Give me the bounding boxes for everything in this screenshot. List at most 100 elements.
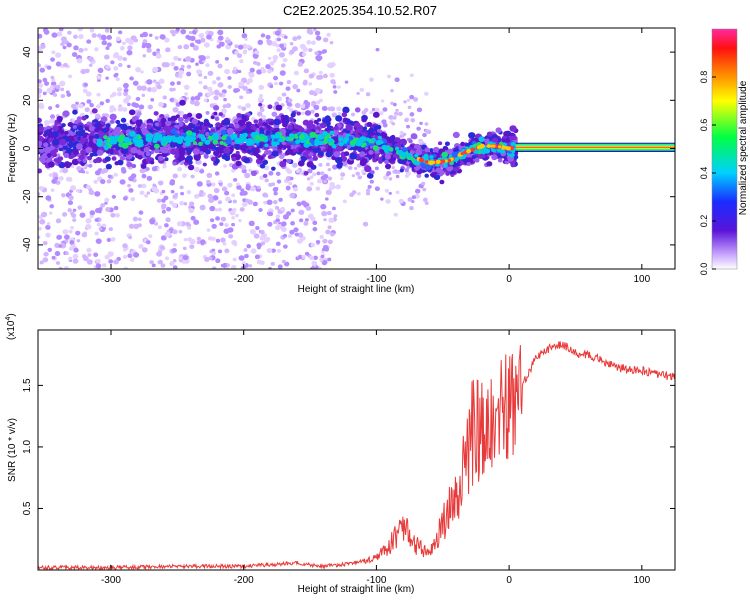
snr-x-tick-label: 0 — [506, 575, 512, 586]
spectrogram-noise-point — [241, 201, 248, 207]
spectrogram-noise-point — [129, 76, 134, 81]
spectrogram-noise-point — [85, 223, 92, 230]
spectrogram-y-tick-label: 40 — [22, 46, 33, 58]
spectrogram-noise-point — [365, 188, 371, 193]
spectrogram-noise-point — [248, 168, 253, 173]
spectrogram-noise-point — [211, 223, 217, 229]
spectrogram-noise-point — [326, 32, 331, 37]
spectrogram-noise-point — [38, 103, 45, 110]
spectrogram-band-point — [362, 131, 368, 137]
spectrogram-noise-point — [122, 254, 128, 259]
spectrogram-ridge-point — [103, 144, 109, 150]
spectrogram-noise-point — [325, 162, 330, 167]
spectrogram-noise-point — [275, 214, 281, 219]
spectrogram-noise-point — [392, 102, 397, 107]
spectrogram-noise-point — [199, 190, 204, 194]
spectrogram-noise-point — [88, 56, 94, 62]
spectrogram-noise-point — [86, 99, 92, 104]
spectrogram-noise-point — [216, 44, 222, 49]
spectrogram-band-point — [298, 147, 304, 153]
spectrogram-noise-point — [100, 203, 106, 208]
spectrogram-noise-point — [160, 263, 166, 268]
spectrogram-band-point — [362, 126, 368, 131]
spectrogram-noise-point — [169, 97, 175, 102]
spectrogram-band-point — [384, 163, 392, 170]
spectrogram-noise-point — [88, 159, 93, 164]
spectrogram-band-point — [114, 161, 120, 166]
spectrogram-band-point — [234, 143, 241, 150]
spectrogram-band-point — [304, 110, 312, 116]
spectrogram-band-point — [429, 148, 434, 153]
spectrogram-noise-point — [122, 196, 128, 201]
spectrogram-band-point — [128, 109, 136, 116]
spectrogram-noise-point — [178, 74, 183, 79]
spectrogram-band-point — [140, 163, 147, 169]
spectrogram-band-point — [286, 145, 291, 150]
spectrogram-noise-point — [126, 50, 133, 56]
spectrogram-noise-point — [318, 70, 323, 75]
spectrogram-noise-point — [94, 231, 99, 236]
spectrogram-noise-point — [96, 222, 101, 227]
spectrogram-noise-point — [187, 226, 192, 230]
spectrogram-noise-point — [252, 60, 258, 65]
spectrogram-ridge-point — [200, 136, 207, 142]
snr-x-tick-label: 100 — [633, 575, 650, 586]
spectrogram-noise-point — [238, 81, 245, 87]
spectrogram-noise-point — [392, 116, 397, 120]
spectrogram-band-point — [424, 147, 431, 153]
spectrogram-noise-point — [224, 223, 229, 228]
spectrogram-noise-point — [128, 223, 135, 229]
spectrogram-noise-point — [55, 218, 62, 224]
spectrogram-band-point — [262, 159, 269, 165]
spectrogram-noise-point — [327, 167, 332, 172]
spectrogram-noise-point — [151, 263, 156, 268]
spectrogram-ridge-point — [204, 139, 211, 145]
spectrogram-noise-point — [108, 259, 114, 264]
spectrogram-noise-point — [211, 266, 217, 269]
spectrogram-noise-point — [111, 194, 117, 199]
spectrogram-noise-point — [289, 229, 295, 235]
spectrogram-band-point — [259, 129, 265, 134]
spectrogram-noise-point — [69, 185, 77, 191]
snr-y-ticks: 0.51.01.5 — [22, 378, 675, 515]
spectrogram-noise-point — [277, 264, 283, 269]
spectrogram-noise-point — [380, 99, 385, 103]
spectrogram-noise-point — [62, 45, 67, 50]
spectrogram-noise-point — [50, 57, 55, 62]
spectrogram-band-point — [213, 150, 220, 157]
spectrogram-y-label: Frequency (Hz) — [7, 114, 18, 183]
spectrogram-noise-point — [137, 223, 142, 228]
spectrogram-noise-point — [198, 32, 205, 39]
spectrogram-band-point — [86, 155, 93, 161]
spectrogram-band-point — [72, 109, 78, 115]
spectrogram-noise-point — [404, 168, 410, 173]
spectrogram-noise-point — [38, 192, 41, 196]
spectrogram-noise-point — [268, 182, 273, 187]
spectrogram-ridge-point — [451, 151, 459, 158]
spectrogram-band-point — [193, 154, 201, 161]
spectrogram-noise-point — [260, 66, 265, 71]
spectrogram-band-point — [38, 117, 42, 124]
spectrogram-noise-point — [308, 82, 313, 86]
spectrogram-noise-point — [272, 75, 279, 81]
spectrogram-ridge-point — [184, 140, 191, 147]
spectrogram-noise-point — [60, 93, 66, 99]
spectrogram-band-point — [293, 124, 300, 130]
spectrogram-noise-point — [158, 78, 165, 84]
spectrogram-noise-point — [67, 177, 73, 182]
spectrogram-noise-point — [347, 165, 353, 171]
spectrogram-hot-point — [431, 160, 436, 165]
spectrogram-noise-point — [191, 30, 197, 35]
spectrogram-noise-point — [169, 261, 175, 267]
spectrogram-band-point — [384, 159, 389, 165]
spectrogram-band-point — [276, 148, 282, 154]
spectrogram-noise-point — [297, 61, 303, 67]
spectrogram-noise-point — [357, 192, 361, 196]
spectrogram-noise-point — [71, 52, 78, 58]
spectrogram-noise-point — [284, 35, 288, 39]
spectrogram-noise-point — [52, 93, 58, 97]
spectrogram-band-point — [306, 161, 314, 168]
spectrogram-band-point — [38, 168, 43, 174]
spectrogram-band-point — [67, 141, 75, 148]
